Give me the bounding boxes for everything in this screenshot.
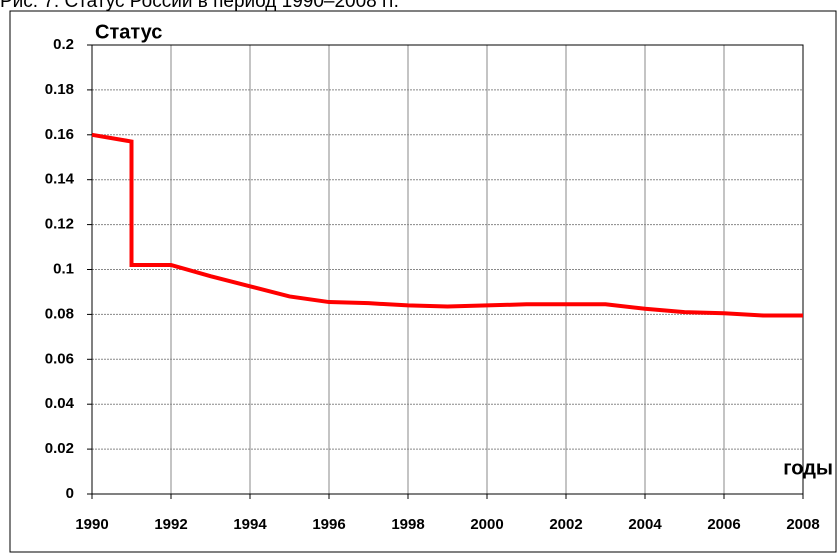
y-tick-label: 0.2: [53, 36, 74, 53]
y-tick-label: 0.18: [45, 81, 74, 98]
plot-area: [91, 44, 804, 495]
x-tick-label: 1998: [391, 516, 424, 533]
x-axis-label: годы: [783, 457, 833, 479]
y-tick-label: 0: [66, 485, 74, 502]
x-tick-label: 2002: [549, 516, 582, 533]
data-line: [91, 132, 803, 318]
x-tick-label: 1996: [312, 516, 345, 533]
x-tick-label: 2000: [470, 516, 503, 533]
y-tick-label: 0.16: [45, 126, 74, 143]
y-tick-label: 0.04: [45, 395, 75, 412]
y-tick-label: 0.02: [45, 440, 74, 457]
y-axis-label: Статус: [95, 21, 162, 43]
y-tick-label: 0.14: [45, 171, 75, 188]
y-tick-label: 0.1: [53, 260, 74, 277]
chart-title: Рис. 7. Статус России в период 1990–2008…: [0, 0, 399, 12]
y-tick-label: 0.06: [45, 350, 74, 367]
x-tick-label: 1994: [233, 516, 267, 533]
x-tick-label: 2008: [786, 516, 819, 533]
x-tick-label: 2004: [628, 516, 662, 533]
x-tick-label: 2006: [707, 516, 740, 533]
x-tick-label: 1992: [154, 516, 187, 533]
chart-frame: [9, 10, 837, 553]
y-tick-label: 0.08: [45, 305, 74, 322]
x-tick-label: 1990: [75, 516, 108, 533]
y-tick-label: 0.12: [45, 216, 74, 233]
